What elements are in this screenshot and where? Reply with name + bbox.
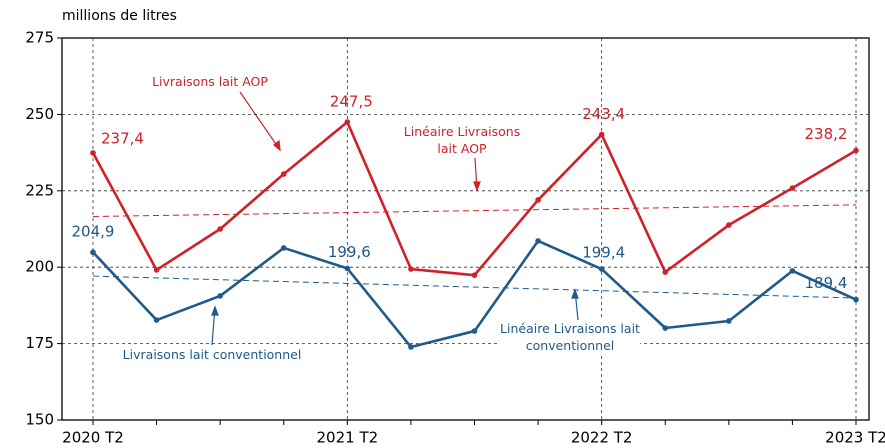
point — [217, 293, 223, 299]
data-label: 237,4 — [101, 129, 144, 147]
arrows — [211, 91, 579, 346]
data-label: 204,9 — [72, 223, 115, 241]
point — [598, 131, 605, 138]
arrow-head — [571, 288, 579, 299]
data-label: 199,6 — [328, 243, 371, 261]
y-tick-label: 175 — [25, 334, 54, 352]
trend-line — [92, 204, 857, 217]
point — [344, 119, 351, 125]
arrow-head — [273, 139, 281, 152]
data-label: 238,2 — [805, 125, 848, 143]
point — [408, 266, 414, 272]
point — [853, 296, 859, 303]
y-tick-label: 225 — [25, 181, 54, 199]
point — [90, 150, 96, 156]
y-tick-label: 200 — [25, 258, 54, 276]
point — [853, 147, 859, 154]
point — [662, 325, 669, 331]
data-label: 199,4 — [582, 244, 625, 262]
point — [408, 344, 414, 350]
point — [153, 267, 160, 273]
point — [662, 269, 669, 275]
point — [90, 249, 96, 256]
plot-frame — [61, 37, 870, 421]
point — [471, 328, 478, 334]
trend-line — [92, 275, 857, 299]
y-tick-label: 250 — [25, 105, 54, 123]
point — [598, 266, 605, 272]
arrow-head — [473, 181, 481, 192]
point — [535, 238, 541, 244]
data-label: 247,5 — [330, 93, 373, 111]
point — [280, 245, 287, 251]
point — [471, 272, 478, 278]
data-label: 189,4 — [805, 274, 848, 292]
arrow-head — [211, 305, 219, 316]
annotation: Livraisons lait AOP — [152, 73, 268, 90]
y-axis-label: millions de litres — [62, 8, 177, 24]
x-tick-label: 2020 T2 — [62, 429, 124, 447]
point — [217, 226, 223, 232]
annotation: Linéaire Livraisons lait conventionnel — [500, 320, 640, 354]
point — [344, 265, 351, 272]
annotation: Livraisons lait conventionnel — [122, 346, 302, 363]
y-tick-label: 275 — [25, 29, 54, 47]
data-label: 243,4 — [582, 105, 625, 123]
point — [789, 185, 796, 191]
annotation: Linéaire Livraisons lait AOP — [403, 123, 521, 157]
x-tick-label: 2021 T2 — [317, 429, 379, 447]
y-tick-label: 150 — [25, 411, 54, 429]
point — [280, 171, 287, 177]
x-tick-label: 2022 T2 — [571, 429, 633, 447]
point — [726, 318, 732, 324]
arrow — [239, 91, 281, 151]
point — [726, 222, 732, 228]
x-tick-label: 2023 T2 — [825, 429, 885, 447]
point — [789, 268, 796, 274]
point — [535, 197, 541, 203]
point — [153, 317, 160, 323]
